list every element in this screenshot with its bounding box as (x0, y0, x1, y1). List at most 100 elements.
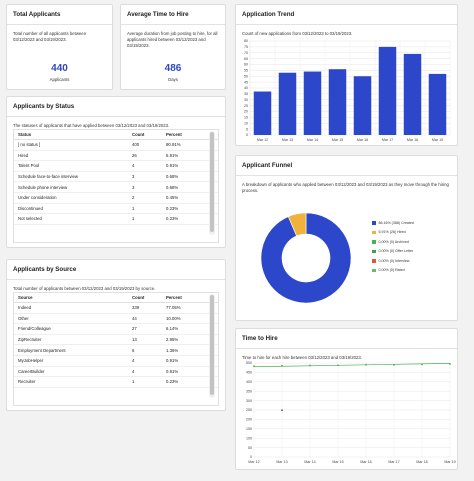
x-tick-label: Mar 17 (388, 460, 399, 464)
card-description: Total number of applicants between 03/12… (13, 286, 156, 291)
column-header-count[interactable]: Count (132, 295, 145, 300)
cell-label: MyJobHelper (18, 358, 44, 364)
card-description: Average duration from job posting to hir… (127, 31, 218, 49)
cell-percent: 0.68% (166, 174, 179, 180)
cell-label: Talent Pool (18, 163, 40, 169)
cell-label: ZipRecruiter (18, 337, 42, 343)
column-header-source[interactable]: Source (18, 295, 33, 300)
y-tick-label: 55 (244, 69, 248, 73)
legend-swatch (372, 259, 376, 263)
y-tick-label: 0 (246, 133, 248, 137)
cell-label: Hired (18, 152, 29, 158)
cell-label: Not selected (18, 216, 42, 222)
cell-count: 1 (132, 205, 135, 211)
data-point (309, 364, 311, 367)
card-description: Total number of all applicants between 0… (13, 31, 87, 43)
table-header: Status Count Percent (14, 130, 218, 140)
card-title: Average Time to Hire (127, 11, 189, 18)
y-tick-label: 20 (244, 110, 248, 114)
column-header-percent[interactable]: Percent (166, 295, 182, 300)
data-point (421, 363, 423, 366)
time-to-hire-chart: 0 50 100 150 200 250 300 350 400 450 500 Mar 12 Mar … (246, 361, 456, 464)
cell-count: 27 (132, 326, 137, 332)
cell-percent: 2.95% (166, 337, 179, 343)
column-header-percent[interactable]: Percent (166, 132, 182, 137)
legend-item[interactable]: 0.00% (0) Offer Letter (372, 247, 414, 257)
cell-count: 4 (132, 368, 135, 374)
y-tick-label: 25 (244, 104, 248, 108)
x-tick-label: Mar 15 (332, 138, 343, 142)
card-description: Time to hire for each hire between 03/12… (242, 355, 362, 360)
card-title: Time to Hire (242, 335, 278, 342)
cell-count: 26 (132, 152, 137, 158)
applicant-funnel-card: Applicant Funnel A breakdown of applican… (235, 155, 458, 321)
x-tick-label: Mar 18 (407, 138, 418, 142)
y-tick-label: 100 (246, 436, 252, 440)
applicants-by-source-card: Applicants by Source Total number of app… (6, 259, 226, 411)
legend-item[interactable]: 0.00% (0) Interview (372, 256, 414, 266)
cell-percent: 0.91% (166, 368, 179, 374)
avg-time-to-hire-card: Average Time to Hire Average duration fr… (120, 4, 226, 90)
table-row: ZipRecruiter 13 2.95% (14, 335, 218, 346)
x-tick-label: Mar 16 (360, 460, 371, 464)
cell-percent: 0.45% (166, 195, 179, 201)
column-header-count[interactable]: Count (132, 132, 145, 137)
x-tick-label: Mar 16 (357, 138, 368, 142)
data-point (253, 365, 255, 368)
card-title: Applicants by Status (13, 103, 75, 110)
legend-item[interactable]: 0.00% (0) Rated (372, 266, 414, 276)
table-row: MyJobHelper 4 0.91% (14, 356, 218, 367)
cell-percent: 6.14% (166, 326, 179, 332)
legend-item[interactable]: 0.00% (0) Archived (372, 237, 414, 247)
table-row: [ no status ] 400 90.91% (14, 140, 218, 151)
legend-item[interactable]: 86.16% (388) Created (372, 218, 414, 228)
legend-label: 86.16% (388) Created (378, 220, 414, 225)
cell-count: 1 (132, 379, 135, 385)
y-tick-label: 300 (246, 399, 252, 403)
y-tick-label: 50 (244, 74, 248, 78)
y-tick-label: 0 (250, 455, 252, 459)
cell-count: 2 (132, 195, 135, 201)
y-tick-label: 200 (246, 418, 252, 422)
table-row: Hired 26 5.91% (14, 151, 218, 162)
cell-count: 339 (132, 305, 140, 311)
card-description: The statuses of applicants that have app… (13, 123, 170, 128)
data-point (337, 364, 339, 367)
y-tick-label: 50 (248, 446, 252, 450)
cell-count: 4 (132, 163, 135, 169)
cell-count: 3 (132, 174, 135, 180)
source-table: Source Count Percent Indeed 339 77.05% Othe… (13, 292, 219, 406)
table-row: Talent Pool 4 0.91% (14, 161, 218, 172)
legend-label: 0.00% (0) Rated (378, 268, 405, 273)
scrollbar-thumb[interactable] (210, 295, 214, 395)
x-tick-label: Mar 13 (276, 460, 287, 464)
scrollbar-thumb[interactable] (210, 132, 214, 232)
card-title: Total Applicants (13, 11, 61, 18)
legend-swatch (372, 240, 376, 244)
bar (253, 91, 272, 135)
y-tick-label: 65 (244, 57, 248, 61)
cell-label: Employment Department (18, 347, 66, 353)
cell-percent: 0.91% (166, 163, 179, 169)
trend-line (253, 363, 451, 368)
y-tick-label: 350 (246, 389, 252, 393)
legend-item[interactable]: 5.91% (26) Hired (372, 228, 414, 238)
column-header-status[interactable]: Status (18, 132, 32, 137)
applicants-by-status-card: Applicants by Status The statuses of app… (6, 96, 226, 248)
cell-percent: 0.23% (166, 205, 179, 211)
y-tick-label: 15 (244, 116, 248, 120)
y-tick-label: 75 (244, 45, 248, 49)
bar (328, 69, 347, 135)
bar (303, 71, 322, 135)
cell-label: CareerBuilder (18, 368, 45, 374)
y-tick-label: 70 (244, 51, 248, 55)
table-row: Schedule face-to-face interview 3 0.68% (14, 172, 218, 183)
legend-swatch (372, 249, 376, 253)
divider (236, 175, 457, 176)
cell-label: Other (18, 315, 29, 321)
cell-label: Indeed (18, 305, 32, 311)
bar (353, 76, 372, 135)
y-tick-label: 40 (244, 86, 248, 90)
x-tick-label: Mar 14 (307, 138, 318, 142)
